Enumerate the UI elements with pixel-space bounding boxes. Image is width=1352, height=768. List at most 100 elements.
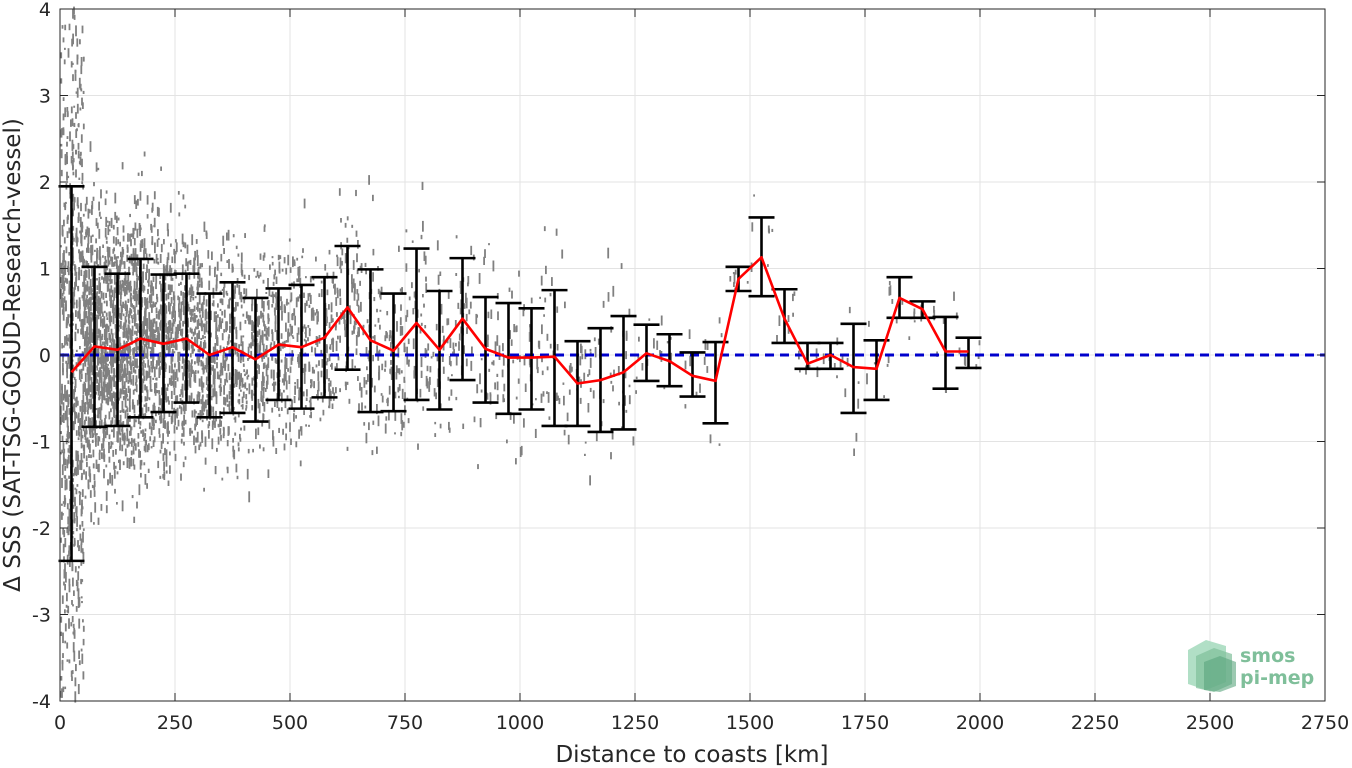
scatter-point: [128, 266, 130, 275]
scatter-point: [70, 106, 73, 114]
scatter-point: [222, 426, 225, 431]
scatter-point: [93, 522, 95, 525]
scatter-point: [132, 348, 134, 356]
scatter-point: [155, 382, 158, 389]
scatter-point: [303, 363, 306, 375]
scatter-point: [216, 447, 218, 452]
scatter-point: [228, 390, 231, 400]
scatter-point: [146, 318, 148, 329]
x-tick-label: 2750: [1301, 712, 1349, 734]
scatter-point: [339, 388, 341, 393]
scatter-point: [188, 290, 191, 296]
scatter-point: [278, 407, 280, 412]
scatter-point: [219, 308, 222, 311]
scatter-point: [298, 429, 300, 439]
scatter-point: [420, 234, 423, 240]
scatter-point: [171, 311, 174, 320]
scatter-point: [104, 345, 106, 356]
scatter-point: [269, 264, 271, 270]
scatter-point: [119, 388, 122, 395]
scatter-point: [143, 404, 146, 407]
scatter-point: [326, 272, 329, 279]
scatter-point: [259, 253, 262, 260]
scatter-point: [76, 484, 79, 487]
scatter-point: [132, 375, 135, 386]
scatter-point: [98, 370, 100, 373]
scatter-point: [262, 301, 265, 312]
scatter-point: [265, 292, 268, 294]
scatter-point: [336, 289, 339, 299]
scatter-point: [199, 442, 202, 447]
scatter-point: [331, 338, 333, 345]
scatter-point: [280, 359, 283, 363]
scatter-point: [425, 349, 428, 356]
scatter-point: [446, 318, 449, 326]
scatter-point: [165, 470, 168, 474]
scatter-point: [88, 298, 91, 302]
scatter-point: [641, 363, 644, 371]
scatter-point: [80, 431, 83, 442]
scatter-point: [88, 315, 90, 325]
scatter-point: [67, 314, 70, 324]
scatter-point: [272, 430, 274, 440]
scatter-point: [98, 452, 101, 460]
scatter-point: [82, 619, 84, 623]
scatter-point: [183, 403, 185, 409]
scatter-point: [706, 366, 709, 373]
scatter-point: [84, 372, 87, 383]
scatter-point: [162, 474, 165, 479]
scatter-point: [191, 359, 193, 364]
scatter-point: [121, 389, 123, 395]
scatter-point: [160, 398, 163, 406]
scatter-point: [272, 436, 275, 447]
scatter-point: [424, 255, 427, 265]
scatter-point: [212, 365, 214, 372]
scatter-point: [97, 167, 100, 171]
scatter-point: [338, 188, 341, 196]
x-tick-label: 1500: [726, 712, 774, 734]
scatter-point: [66, 503, 69, 510]
scatter-point: [74, 413, 76, 425]
scatter-point: [221, 311, 224, 316]
scatter-point: [454, 320, 457, 329]
scatter-point: [787, 326, 790, 334]
scatter-point: [102, 348, 104, 353]
scatter-point: [124, 346, 126, 354]
scatter-point: [283, 257, 286, 264]
scatter-point: [68, 444, 71, 454]
scatter-point: [394, 391, 397, 399]
scatter-point: [376, 446, 378, 454]
scatter-point: [289, 422, 291, 432]
scatter-point: [97, 407, 99, 419]
scatter-point: [167, 345, 170, 355]
scatter-point: [114, 354, 116, 364]
scatter-point: [503, 383, 506, 392]
scatter-point: [108, 247, 111, 258]
scatter-point: [87, 410, 89, 415]
scatter-point: [64, 336, 66, 346]
scatter-point: [67, 425, 69, 435]
scatter-point: [244, 373, 246, 377]
scatter-point: [258, 403, 261, 414]
scatter-point: [132, 262, 135, 273]
scatter-point: [129, 349, 132, 352]
scatter-point: [112, 248, 115, 254]
scatter-point: [186, 261, 189, 271]
scatter-point: [74, 379, 77, 388]
scatter-point: [248, 274, 250, 281]
scatter-point: [469, 301, 472, 309]
scatter-point: [78, 545, 80, 549]
scatter-point: [149, 436, 152, 442]
scatter-point: [274, 401, 276, 407]
scatter-point: [98, 309, 101, 313]
scatter-point: [164, 268, 167, 271]
scatter-point: [126, 353, 128, 363]
scatter-point: [75, 489, 78, 495]
scatter-point: [189, 327, 192, 333]
scatter-point: [91, 368, 94, 376]
scatter-point: [312, 277, 315, 281]
scatter-point: [175, 242, 178, 253]
scatter-point: [82, 625, 85, 632]
scatter-point: [91, 205, 93, 215]
scatter-point: [466, 327, 468, 334]
